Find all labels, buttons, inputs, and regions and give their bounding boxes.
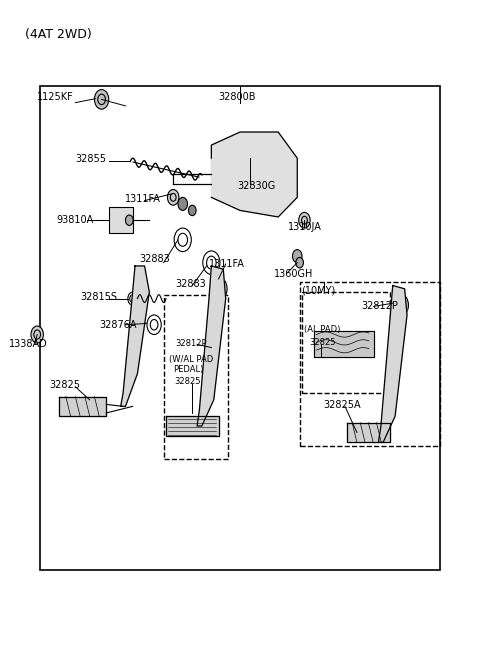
- Text: 32812P: 32812P: [362, 302, 398, 312]
- Circle shape: [168, 190, 179, 205]
- Text: (10MY): (10MY): [301, 285, 336, 295]
- Polygon shape: [314, 331, 373, 358]
- Circle shape: [299, 213, 310, 228]
- Text: 1125KF: 1125KF: [37, 92, 74, 102]
- Text: PEDAL): PEDAL): [173, 365, 204, 375]
- Text: 1311FA: 1311FA: [209, 259, 245, 269]
- Text: 32883: 32883: [140, 255, 170, 264]
- Circle shape: [31, 326, 43, 343]
- Text: 1338AD: 1338AD: [9, 339, 48, 350]
- Bar: [109, 207, 132, 234]
- Circle shape: [296, 257, 303, 268]
- Text: 32815S: 32815S: [80, 292, 117, 302]
- Text: 32825: 32825: [49, 380, 80, 390]
- Polygon shape: [197, 266, 226, 426]
- Text: 32830G: 32830G: [238, 180, 276, 191]
- Text: 32825: 32825: [309, 338, 336, 347]
- Text: 32883: 32883: [176, 279, 206, 289]
- Text: 32825: 32825: [175, 377, 201, 386]
- Polygon shape: [211, 132, 297, 217]
- Bar: [300, 282, 441, 445]
- Text: 93810A: 93810A: [56, 215, 94, 225]
- Circle shape: [292, 250, 302, 262]
- Circle shape: [147, 315, 161, 335]
- Text: 32825A: 32825A: [324, 400, 361, 410]
- Circle shape: [128, 292, 137, 305]
- Polygon shape: [120, 266, 149, 406]
- Circle shape: [233, 175, 247, 194]
- Text: 32876A: 32876A: [99, 319, 137, 330]
- Text: 1310JA: 1310JA: [288, 222, 322, 232]
- Circle shape: [263, 154, 275, 169]
- Text: 1311FA: 1311FA: [124, 194, 160, 203]
- Bar: [39, 87, 441, 569]
- Bar: [302, 292, 390, 394]
- Polygon shape: [59, 397, 107, 416]
- Circle shape: [210, 277, 227, 300]
- Circle shape: [95, 90, 109, 109]
- Circle shape: [178, 197, 188, 211]
- Circle shape: [189, 205, 196, 216]
- Text: 32855: 32855: [75, 154, 107, 165]
- Circle shape: [391, 293, 408, 317]
- Circle shape: [125, 215, 133, 226]
- Polygon shape: [166, 416, 218, 436]
- Text: 32812P: 32812P: [176, 338, 207, 348]
- Text: (4AT 2WD): (4AT 2WD): [25, 28, 92, 41]
- Text: (AL PAD): (AL PAD): [304, 325, 341, 334]
- Bar: [164, 295, 228, 459]
- Text: 1360GH: 1360GH: [275, 270, 314, 279]
- Polygon shape: [378, 285, 407, 442]
- Text: 32800B: 32800B: [218, 92, 256, 102]
- Circle shape: [231, 150, 249, 173]
- Polygon shape: [348, 422, 390, 442]
- Text: (W/AL PAD: (W/AL PAD: [169, 355, 214, 364]
